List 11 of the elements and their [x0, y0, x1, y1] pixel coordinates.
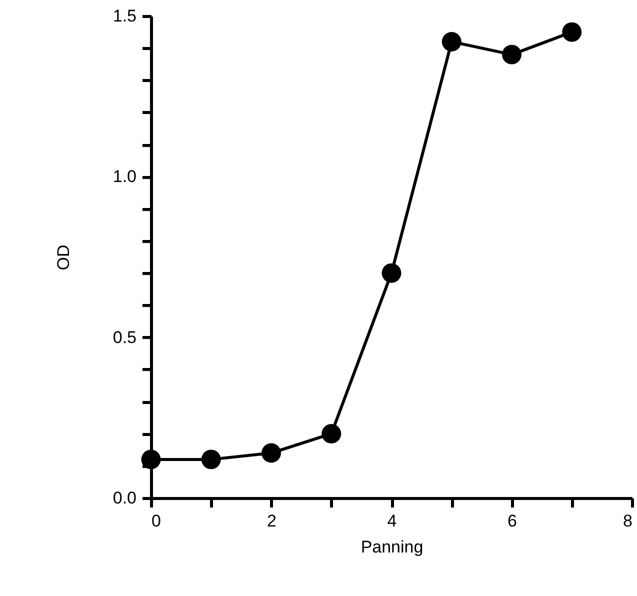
y-axis-title: OD — [54, 244, 73, 270]
y-tick-label: 0.5 — [112, 328, 136, 347]
x-tick-label: 6 — [508, 512, 517, 530]
y-tick-label: 1.0 — [112, 167, 136, 186]
x-tick-label: 2 — [267, 512, 276, 530]
x-tick-label: 8 — [623, 512, 632, 530]
x-axis-title: Panning — [360, 538, 424, 556]
x-tick-label: 0 — [152, 512, 161, 530]
x-tick-label: 4 — [387, 512, 397, 530]
y-tick-label: 0.0 — [112, 488, 136, 508]
y-tick-label: 1.5 — [112, 6, 136, 26]
